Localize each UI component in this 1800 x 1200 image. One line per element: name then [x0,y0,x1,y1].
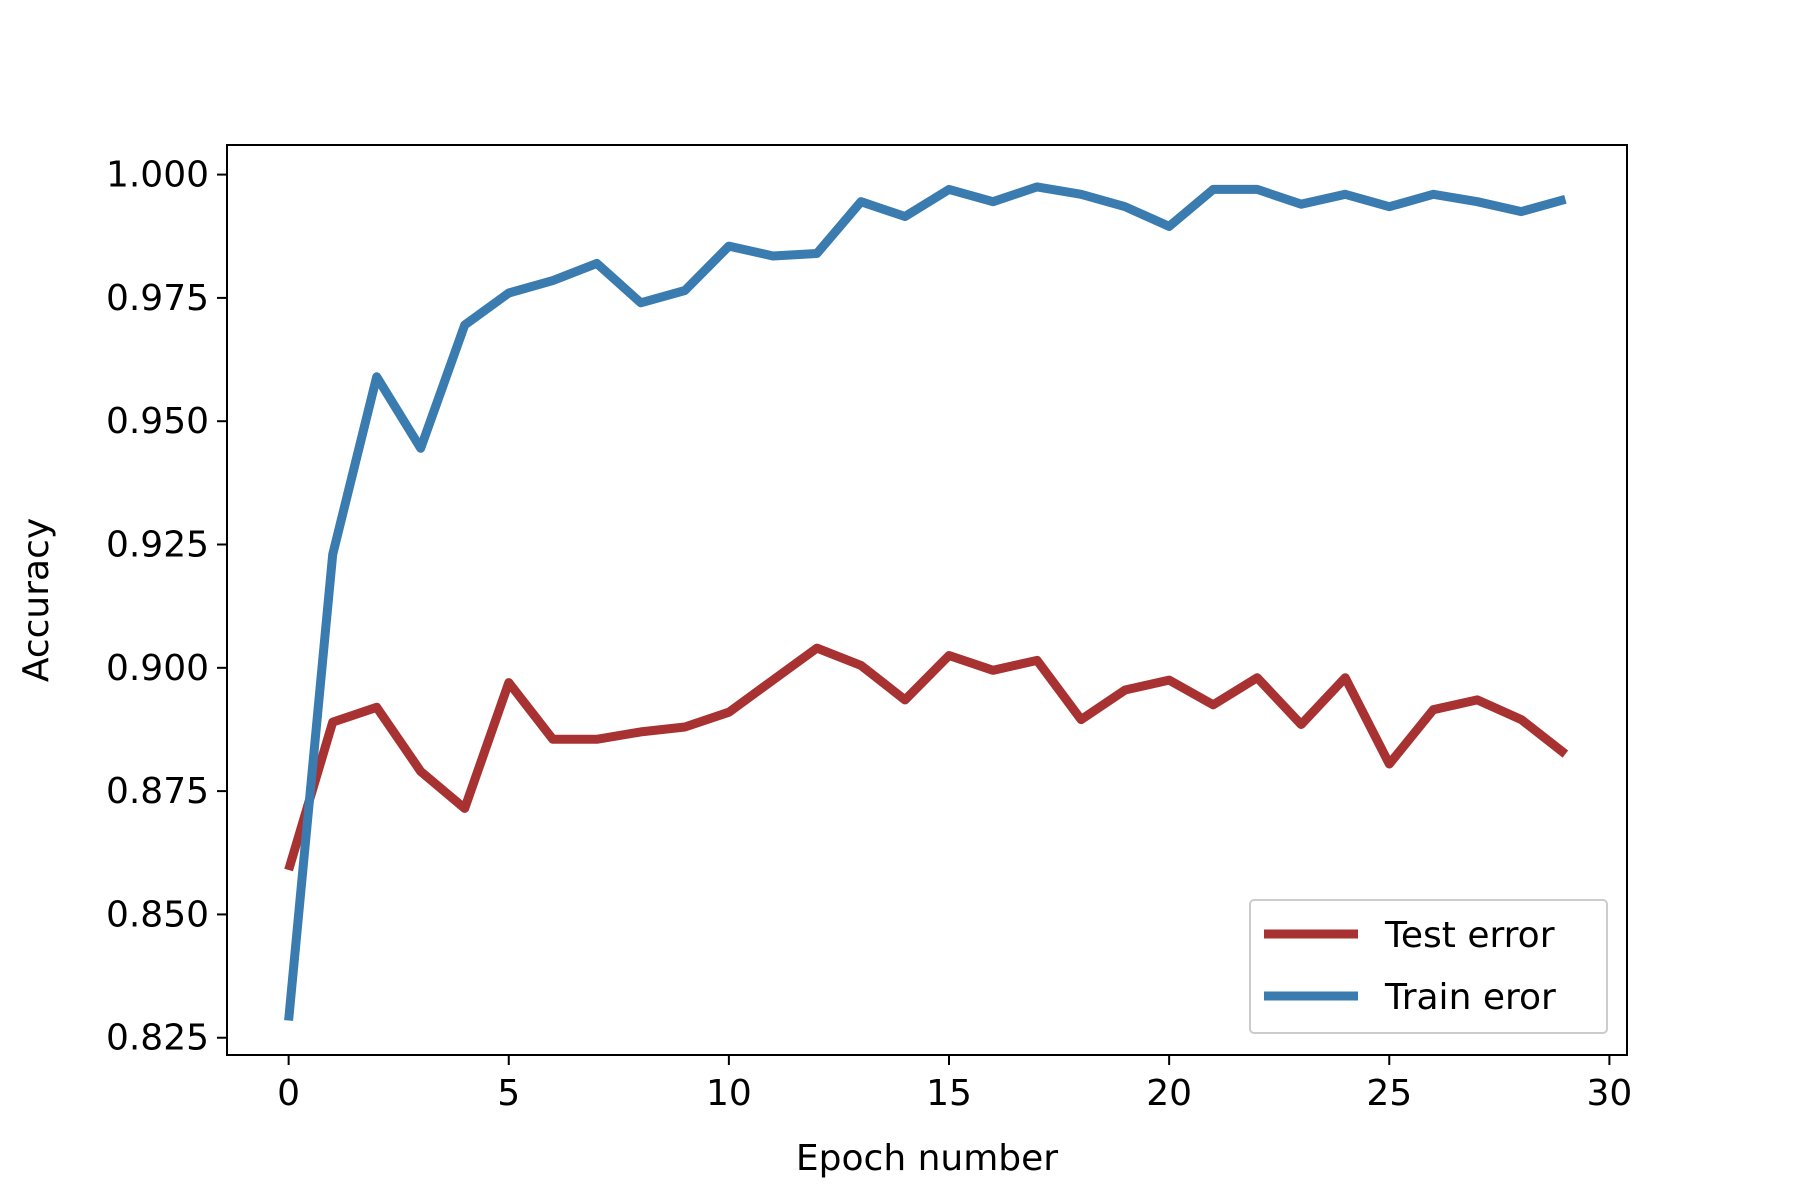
y-tick-label: 0.950 [106,401,209,442]
x-tick-label: 20 [1146,1073,1192,1114]
y-axis-label: Accuracy [16,518,57,682]
series-line-train-error [284,182,1567,1021]
x-tick-label: 25 [1366,1073,1412,1114]
legend: Test error Train eror [1249,899,1608,1034]
y-tick-label: 0.925 [106,525,209,566]
legend-label-train-error: Train eror [1384,977,1556,1018]
y-tick-label: 1.000 [106,155,209,196]
x-tick-label: 0 [277,1073,300,1114]
plot-area [284,182,1569,1021]
legend-label-test-error: Test error [1384,915,1555,956]
x-axis-label: Epoch number [796,1138,1058,1179]
y-axis: 0.825 0.850 0.875 0.900 0.925 0.950 0.975 1.000 [106,155,227,1059]
y-tick-label: 0.825 [106,1018,209,1059]
x-tick-label: 30 [1586,1073,1632,1114]
y-tick-label: 0.975 [106,278,209,319]
x-tick-label: 15 [926,1073,972,1114]
plot-frame [226,144,1628,1056]
x-axis: 0 5 10 15 20 25 30 [277,1055,1632,1114]
x-tick-label: 10 [706,1073,752,1114]
y-tick-label: 0.850 [106,894,209,935]
y-tick-label: 0.900 [106,648,209,689]
x-tick-label: 5 [497,1073,520,1114]
series-line-test-error [284,643,1569,872]
y-tick-label: 0.875 [106,771,209,812]
